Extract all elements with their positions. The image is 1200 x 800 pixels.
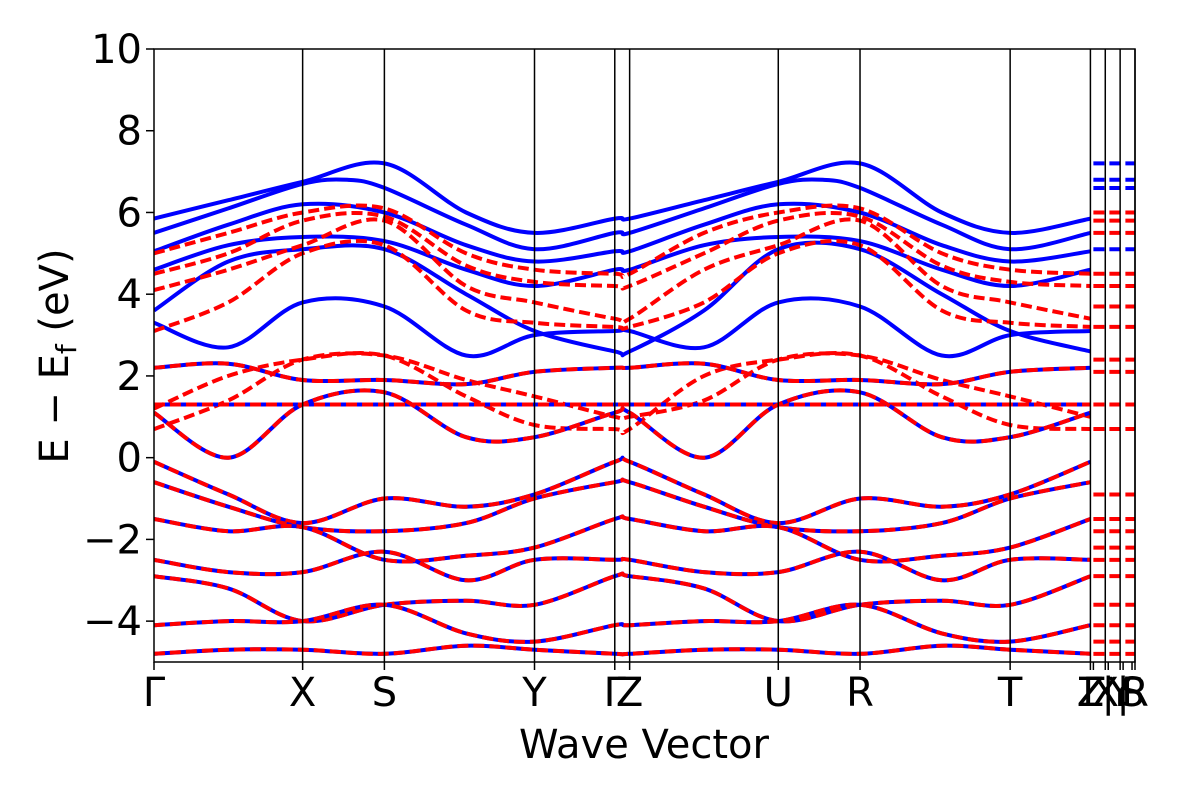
y-tick-label-6: 8 [117,109,142,155]
kpoint-label-13: Y [1107,670,1133,716]
kpoint-label-10: Γ [1082,670,1105,716]
kpoint-label-0: Γ [143,670,166,716]
band-line-red-dashed-1-1 [154,211,1091,291]
y-tick-label-5: 6 [117,190,142,236]
kpoint-label-8: T [997,670,1023,716]
kpoint-label-15: S [1119,670,1144,716]
band-line-red-dashed-2-9 [154,643,1091,657]
y-axis-label: E − Ef (eV) [32,248,83,463]
y-tick-label-1: −2 [83,517,142,563]
y-tick-label-4: 4 [117,272,142,318]
x-axis-ticks: Γ X S Y ΓZ U R T ZΓX|Y|SR [143,662,1149,716]
kpoint-label-7: R [846,670,874,716]
band-line-blue-0-1 [154,177,1091,252]
band-line-red-dashed-2-5 [154,514,1092,564]
kpoint-label-11: X [1092,670,1119,716]
band-line-red-dashed-1-3 [154,238,1091,333]
y-axis-label-main: E − E [32,354,78,464]
kpoint-label-2: S [372,670,397,716]
y-tick-label-3: 2 [117,354,142,400]
y-axis-ticks: −4 −2 0 2 4 6 8 10 [83,27,154,645]
plot-frame [153,48,1136,663]
y-tick-label-2: 0 [117,436,142,482]
kpoint-label-16: R [1121,670,1149,716]
y-tick-label-7: 10 [91,27,142,73]
kpoint-label-9: Z [1077,670,1104,716]
kpoint-label-5: Z [616,670,643,716]
y-tick-label-0: −4 [83,599,142,645]
plot-area-background [154,49,1135,662]
band-line-blue-0-3 [154,234,1091,289]
kpoint-label-12: | [1102,670,1115,716]
kpoint-label-6: U [764,670,793,716]
kpoint-label-14: | [1116,670,1129,716]
kpoint-label-1: X [289,670,316,716]
kpoint-label-4: Γ [604,670,627,716]
band-line-red-dashed-2-6 [154,549,1091,583]
band-line-blue-0-2 [154,201,1091,264]
band-line-red-dashed-1-5 [154,351,1091,431]
band-line-red-dashed-1-2 [154,217,1091,326]
kpoint-label-3: Y [521,670,547,716]
band-line-red-dashed-2-3 [154,455,1092,526]
band-line-blue-0-0 [154,160,1091,235]
band-line-red-dashed-1-0 [154,203,1091,279]
y-axis-label-sub: f [50,343,83,354]
band-line-red-dashed-2-8 [154,602,1091,644]
x-axis-label: Wave Vector [519,722,770,768]
band-line-red-dashed-2-0 [154,361,1091,387]
y-axis-label-unit: (eV) [32,248,78,344]
